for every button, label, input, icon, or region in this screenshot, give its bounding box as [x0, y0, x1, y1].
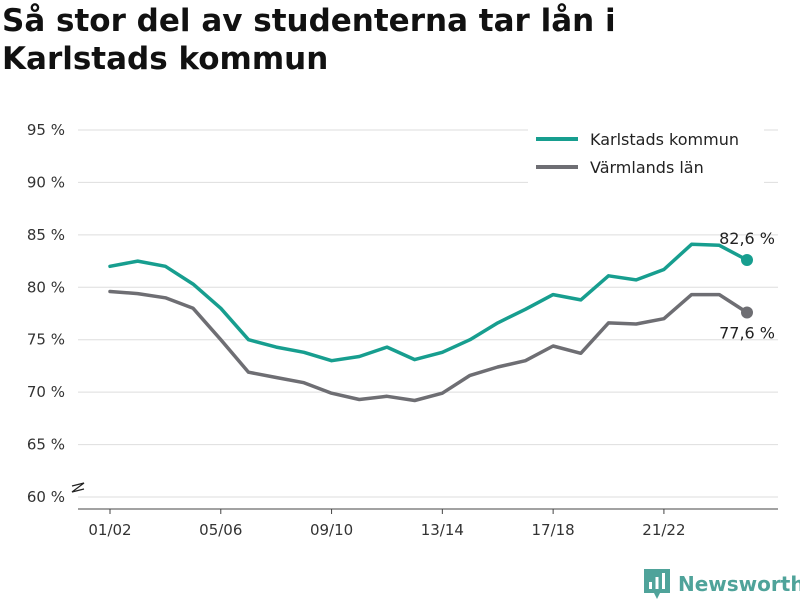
series-end-label-0: 82,6 % — [719, 229, 775, 248]
legend-box — [528, 125, 764, 183]
line-chart: 60 % 65 % 70 % 75 % 80 % 85 % 90 % 95 % 01/02 05… — [27, 121, 778, 539]
series-end-point-0 — [741, 254, 753, 267]
series-line-1 — [108, 289, 749, 403]
series-end-label-1: 77,6 % — [719, 323, 775, 342]
chart-title: Så stor del av studenterna tar lån i Kar… — [2, 3, 616, 77]
x-tick-label: 17/18 — [532, 521, 575, 539]
x-tick-label: 01/02 — [88, 521, 131, 539]
series-group: 82,6 % 77,6 % — [108, 229, 775, 403]
brand-name: Newsworthy — [678, 572, 800, 596]
y-tick-label: 95 % — [27, 121, 65, 139]
series-end-point-1 — [741, 306, 753, 319]
y-tick-label: 60 % — [27, 488, 65, 506]
legend-entry-0: Karlstads kommun — [590, 130, 739, 149]
x-axis: 01/02 05/06 09/10 13/14 17/18 21/22 — [78, 508, 778, 539]
x-tick-label: 13/14 — [421, 521, 464, 539]
y-tick-label: 70 % — [27, 383, 65, 401]
legend: Karlstads kommun Värmlands län — [528, 125, 764, 183]
legend-entry-1: Värmlands län — [590, 158, 704, 177]
y-tick-label: 80 % — [27, 278, 65, 296]
y-tick-label: 75 % — [27, 331, 65, 349]
x-tick-label: 09/10 — [310, 521, 353, 539]
brand-logo: Newsworthy — [644, 568, 800, 600]
y-tick-label: 65 % — [27, 436, 65, 454]
y-axis: 60 % 65 % 70 % 75 % 80 % 85 % 90 % 95 % — [27, 121, 85, 506]
series-line-0 — [108, 242, 749, 363]
y-tick-label: 85 % — [27, 226, 65, 244]
y-tick-label: 90 % — [27, 173, 65, 191]
x-tick-label: 21/22 — [642, 521, 685, 539]
bar-chart-icon — [644, 569, 670, 599]
x-tick-label: 05/06 — [199, 521, 242, 539]
axis-break-icon — [71, 482, 85, 493]
grid-lines — [78, 129, 778, 498]
